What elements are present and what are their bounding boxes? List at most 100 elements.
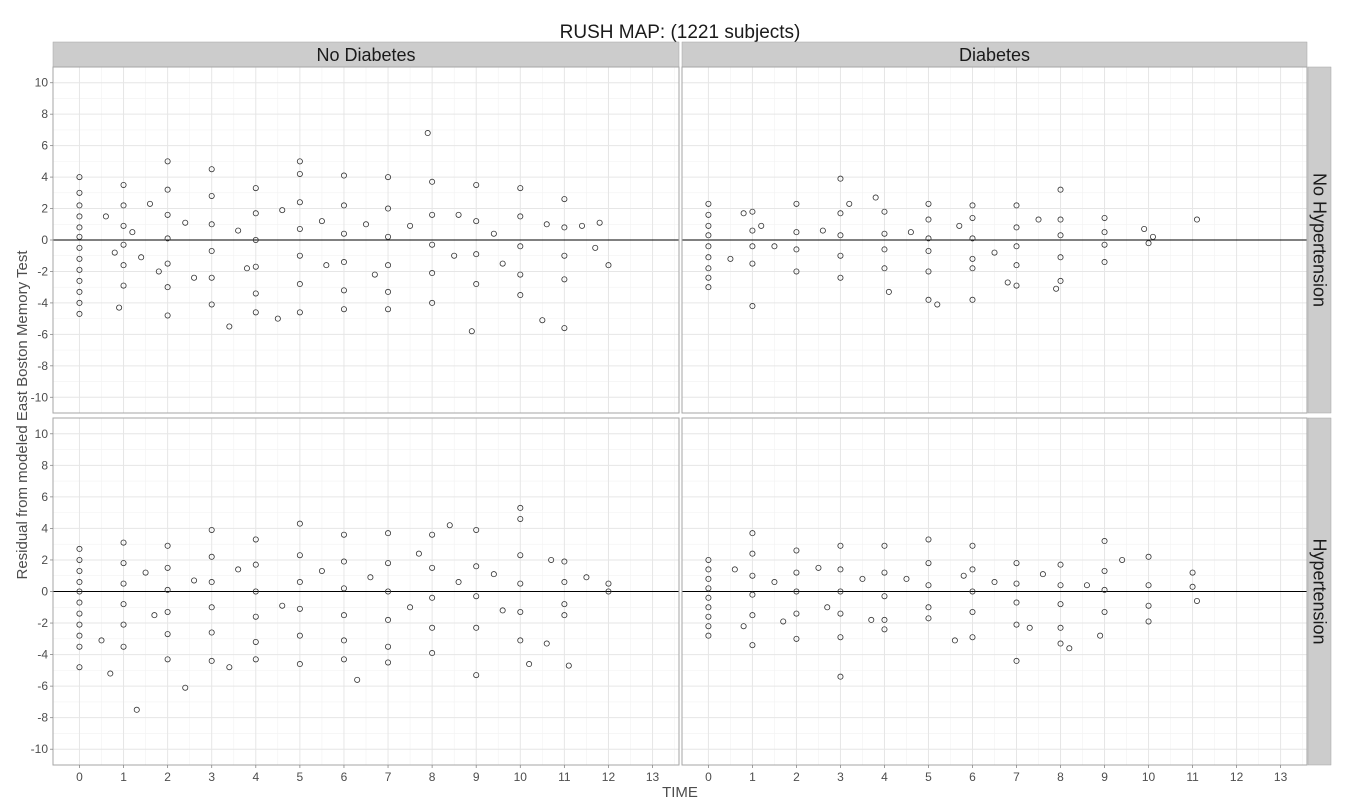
data-point	[385, 306, 392, 313]
data-point	[837, 542, 844, 549]
data-point	[102, 213, 109, 220]
data-point	[252, 656, 259, 663]
data-point	[1013, 599, 1020, 606]
data-point	[133, 706, 140, 713]
data-point	[107, 670, 114, 677]
data-point	[446, 522, 453, 529]
data-point	[780, 618, 787, 625]
data-point	[705, 211, 712, 218]
y-tick-label: 4	[41, 521, 48, 535]
data-point	[473, 593, 480, 600]
data-point	[76, 632, 83, 639]
data-point	[561, 276, 568, 283]
data-point	[429, 211, 436, 218]
data-point	[318, 218, 325, 225]
data-point	[340, 306, 347, 313]
data-point	[1145, 553, 1152, 560]
data-point	[837, 274, 844, 281]
x-tick-label: 10	[514, 770, 528, 784]
data-point	[155, 268, 162, 275]
data-point	[296, 225, 303, 232]
data-point	[793, 635, 800, 642]
data-point	[385, 659, 392, 666]
data-point	[235, 566, 242, 573]
panel-border	[681, 66, 1308, 414]
data-point	[1053, 285, 1060, 292]
data-point	[925, 235, 932, 242]
data-point	[371, 271, 378, 278]
data-point	[1057, 186, 1064, 193]
data-point	[226, 323, 233, 330]
data-point	[208, 526, 215, 533]
data-point	[146, 200, 153, 207]
data-point	[749, 243, 756, 250]
data-point	[296, 170, 303, 177]
data-point	[340, 656, 347, 663]
data-point	[1057, 601, 1064, 608]
data-point	[429, 299, 436, 306]
data-point	[208, 274, 215, 281]
data-point	[151, 612, 158, 619]
data-point	[885, 288, 892, 295]
data-point	[76, 189, 83, 196]
x-tick-label: 13	[646, 770, 660, 784]
data-point	[705, 632, 712, 639]
data-point	[705, 623, 712, 630]
data-point	[473, 526, 480, 533]
data-point	[252, 588, 259, 595]
data-point	[749, 208, 756, 215]
data-point	[1101, 214, 1108, 221]
data-point	[76, 588, 83, 595]
data-point	[164, 158, 171, 165]
data-point	[164, 260, 171, 267]
data-point	[815, 564, 822, 571]
data-point	[749, 612, 756, 619]
data-point	[517, 185, 524, 192]
data-point	[749, 572, 756, 579]
data-point	[385, 174, 392, 181]
data-point	[138, 254, 145, 261]
y-tick-label: 10	[35, 76, 49, 90]
data-point	[969, 566, 976, 573]
data-point	[208, 579, 215, 586]
data-point	[758, 222, 765, 229]
data-point	[837, 232, 844, 239]
data-point	[925, 536, 932, 543]
data-point	[296, 252, 303, 259]
data-point	[243, 265, 250, 272]
data-point	[76, 579, 83, 586]
y-tick-label: 2	[41, 553, 48, 567]
data-point	[837, 673, 844, 680]
data-point	[881, 246, 888, 253]
data-point	[468, 328, 475, 335]
data-point	[499, 260, 506, 267]
x-tick-label: 1	[120, 770, 127, 784]
facet-row-strip	[1307, 66, 1332, 414]
data-point	[296, 579, 303, 586]
facet-column-label: Diabetes	[959, 45, 1030, 65]
data-point	[731, 566, 738, 573]
data-point	[296, 661, 303, 668]
data-point	[120, 262, 127, 269]
data-point	[583, 574, 590, 581]
data-point	[1013, 243, 1020, 250]
data-point	[367, 574, 374, 581]
data-point	[561, 252, 568, 259]
facet-row-strip	[1307, 417, 1332, 766]
data-point	[455, 579, 462, 586]
data-point	[925, 200, 932, 207]
data-point	[837, 252, 844, 259]
data-point	[705, 254, 712, 261]
data-point	[1149, 233, 1156, 240]
data-point	[208, 657, 215, 664]
x-tick-label: 12	[1230, 770, 1244, 784]
x-tick-label: 8	[1057, 770, 1064, 784]
data-point	[164, 312, 171, 319]
data-point	[605, 580, 612, 587]
data-point	[340, 172, 347, 179]
facet-column-strip	[681, 41, 1308, 68]
data-point	[1101, 259, 1108, 266]
y-axis-label: Residual from modeled East Boston Memory…	[14, 250, 31, 580]
data-point	[1013, 621, 1020, 628]
